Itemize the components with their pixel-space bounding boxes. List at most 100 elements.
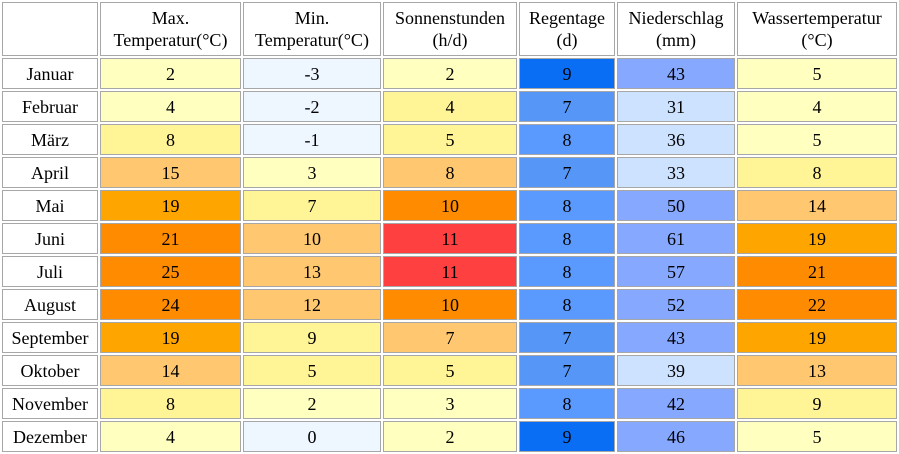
min-temp-cell: -1 [243, 124, 381, 155]
precipitation-cell: 61 [617, 223, 735, 254]
rain-days-cell: 8 [519, 124, 615, 155]
rain-days-cell: 9 [519, 58, 615, 89]
table-row: April 15 3 8 7 33 8 [2, 157, 897, 188]
sunshine-cell: 10 [383, 289, 517, 320]
rain-days-cell: 7 [519, 91, 615, 122]
rain-days-cell: 8 [519, 289, 615, 320]
sunshine-cell: 4 [383, 91, 517, 122]
precipitation-cell: 31 [617, 91, 735, 122]
min-temp-cell: 7 [243, 190, 381, 221]
month-label: Mai [2, 190, 98, 221]
min-temp-cell: 10 [243, 223, 381, 254]
precipitation-cell: 43 [617, 58, 735, 89]
month-label: Juni [2, 223, 98, 254]
corner-cell [2, 2, 98, 56]
sunshine-cell: 10 [383, 190, 517, 221]
table-row: März 8 -1 5 8 36 5 [2, 124, 897, 155]
min-temp-cell: 9 [243, 322, 381, 353]
rain-days-cell: 7 [519, 322, 615, 353]
min-temp-cell: -2 [243, 91, 381, 122]
header-line: Temperatur(°C) [113, 30, 228, 50]
rain-days-cell: 7 [519, 355, 615, 386]
max-temp-cell: 15 [100, 157, 241, 188]
sunshine-cell: 11 [383, 223, 517, 254]
precipitation-cell: 42 [617, 388, 735, 419]
table-row: November 8 2 3 8 42 9 [2, 388, 897, 419]
water-temp-cell: 9 [737, 388, 897, 419]
water-temp-cell: 21 [737, 256, 897, 287]
table-row: Januar 2 -3 2 9 43 5 [2, 58, 897, 89]
sunshine-cell: 7 [383, 322, 517, 353]
sunshine-cell: 3 [383, 388, 517, 419]
month-label: Januar [2, 58, 98, 89]
water-temp-cell: 14 [737, 190, 897, 221]
rain-days-cell: 8 [519, 388, 615, 419]
table-row: Mai 19 7 10 8 50 14 [2, 190, 897, 221]
header-row: Max. Temperatur(°C) Min. Temperatur(°C) So… [2, 2, 897, 56]
max-temp-cell: 14 [100, 355, 241, 386]
min-temp-cell: 5 [243, 355, 381, 386]
month-label: März [2, 124, 98, 155]
month-label: Februar [2, 91, 98, 122]
precipitation-cell: 52 [617, 289, 735, 320]
month-label: Oktober [2, 355, 98, 386]
min-temp-cell: 12 [243, 289, 381, 320]
precipitation-cell: 57 [617, 256, 735, 287]
water-temp-cell: 5 [737, 124, 897, 155]
header-max-temp: Max. Temperatur(°C) [100, 2, 241, 56]
sunshine-cell: 8 [383, 157, 517, 188]
max-temp-cell: 8 [100, 388, 241, 419]
water-temp-cell: 13 [737, 355, 897, 386]
precipitation-cell: 43 [617, 322, 735, 353]
table-row: August 24 12 10 8 52 22 [2, 289, 897, 320]
header-sunshine: Sonnenstunden (h/d) [383, 2, 517, 56]
header-line: Niederschlag [628, 8, 724, 28]
water-temp-cell: 19 [737, 322, 897, 353]
header-line: (°C) [801, 30, 833, 50]
min-temp-cell: 3 [243, 157, 381, 188]
rain-days-cell: 9 [519, 421, 615, 452]
sunshine-cell: 5 [383, 355, 517, 386]
min-temp-cell: -3 [243, 58, 381, 89]
month-label: September [2, 322, 98, 353]
rain-days-cell: 8 [519, 223, 615, 254]
header-line: Wassertemperatur [752, 8, 882, 28]
precipitation-cell: 39 [617, 355, 735, 386]
max-temp-cell: 8 [100, 124, 241, 155]
water-temp-cell: 5 [737, 421, 897, 452]
max-temp-cell: 19 [100, 322, 241, 353]
max-temp-cell: 25 [100, 256, 241, 287]
precipitation-cell: 33 [617, 157, 735, 188]
header-line: (d) [556, 30, 578, 50]
table-row: September 19 9 7 7 43 19 [2, 322, 897, 353]
header-line: Temperatur(°C) [255, 30, 369, 50]
max-temp-cell: 4 [100, 91, 241, 122]
header-water-temp: Wassertemperatur (°C) [737, 2, 897, 56]
header-line: Sonnenstunden [395, 8, 505, 28]
max-temp-cell: 19 [100, 190, 241, 221]
rain-days-cell: 8 [519, 256, 615, 287]
sunshine-cell: 11 [383, 256, 517, 287]
sunshine-cell: 2 [383, 58, 517, 89]
precipitation-cell: 36 [617, 124, 735, 155]
header-min-temp: Min. Temperatur(°C) [243, 2, 381, 56]
precipitation-cell: 46 [617, 421, 735, 452]
precipitation-cell: 50 [617, 190, 735, 221]
table-row: Dezember 4 0 2 9 46 5 [2, 421, 897, 452]
month-label: August [2, 289, 98, 320]
table-body: Januar 2 -3 2 9 43 5 Februar 4 -2 4 7 31 4 März 8 -1 5 8 36… [2, 58, 897, 452]
water-temp-cell: 22 [737, 289, 897, 320]
header-line: Max. [151, 8, 190, 28]
sunshine-cell: 2 [383, 421, 517, 452]
rain-days-cell: 8 [519, 190, 615, 221]
table-row: Juli 25 13 11 8 57 21 [2, 256, 897, 287]
month-label: Juli [2, 256, 98, 287]
min-temp-cell: 13 [243, 256, 381, 287]
table-row: Juni 21 10 11 8 61 19 [2, 223, 897, 254]
max-temp-cell: 2 [100, 58, 241, 89]
header-line: Regentage [529, 8, 605, 28]
rain-days-cell: 7 [519, 157, 615, 188]
month-label: April [2, 157, 98, 188]
header-line: (mm) [656, 30, 696, 50]
